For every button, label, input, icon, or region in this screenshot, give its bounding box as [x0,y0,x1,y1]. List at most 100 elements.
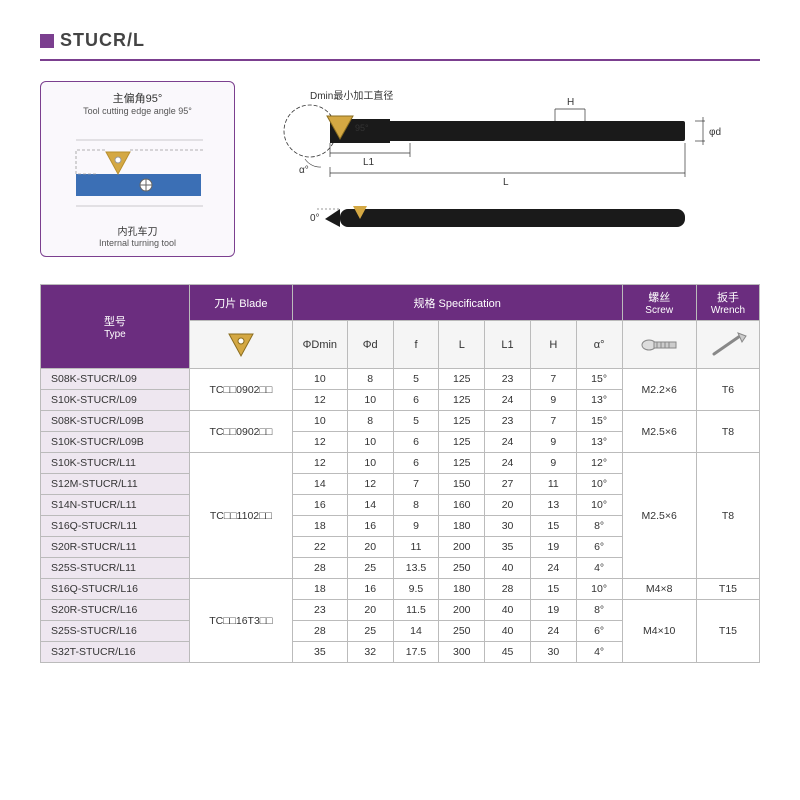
data-cell-a: 15° [576,369,622,390]
table-row: S10K-STUCR/L11TC□□1102□□1210612524912°M2… [41,453,760,474]
table-row: S08K-STUCR/L09BTC□□0902□□108512523715°M2… [41,411,760,432]
wrench-icon [706,330,750,360]
data-cell-H: 15 [530,516,576,537]
diagram-section: 主偏角95° Tool cutting edge angle 95° 内孔车刀 … [40,81,760,259]
data-cell-d: 8 [347,411,393,432]
screw-cell: M4×10 [622,600,696,663]
data-cell-L1: 28 [485,579,531,600]
data-cell-L: 250 [439,558,485,579]
data-cell-d: 12 [347,474,393,495]
data-cell-H: 19 [530,600,576,621]
callout-sub-en: Internal turning tool [49,238,226,248]
title-underline [40,59,760,61]
data-cell-H: 11 [530,474,576,495]
callout-title-cn: 主偏角95° [49,90,226,106]
data-cell-a: 12° [576,453,622,474]
subheader-f: f [393,321,439,369]
data-cell-dmin: 12 [292,390,347,411]
data-cell-H: 7 [530,411,576,432]
data-cell-L1: 35 [485,537,531,558]
data-cell-d: 8 [347,369,393,390]
data-cell-H: 24 [530,558,576,579]
tool-angle-icon [58,122,218,217]
data-cell-L1: 40 [485,600,531,621]
wrench-cell: T8 [696,411,759,453]
data-cell-dmin: 12 [292,432,347,453]
table-row: S20R-STUCR/L16232011.520040198°M4×10T15 [41,600,760,621]
data-cell-d: 10 [347,390,393,411]
svg-text:L: L [503,177,509,188]
data-cell-L1: 20 [485,495,531,516]
data-cell-f: 14 [393,621,439,642]
screw-cell: M2.2×6 [622,369,696,411]
header-blade: 刀片 Blade [189,285,292,321]
subheader-H: H [530,321,576,369]
subheader-L: L [439,321,485,369]
subheader-L1: L1 [485,321,531,369]
data-cell-H: 9 [530,453,576,474]
data-cell-L1: 24 [485,453,531,474]
data-cell-dmin: 22 [292,537,347,558]
type-cell: S14N-STUCR/L11 [41,495,190,516]
data-cell-H: 9 [530,432,576,453]
data-cell-a: 15° [576,411,622,432]
data-cell-f: 7 [393,474,439,495]
data-cell-L: 150 [439,474,485,495]
callout-title-en: Tool cutting edge angle 95° [49,106,226,116]
type-cell: S08K-STUCR/L09B [41,411,190,432]
data-cell-L: 200 [439,600,485,621]
data-cell-f: 5 [393,369,439,390]
subheader-blade-icon [189,321,292,369]
data-cell-L1: 40 [485,621,531,642]
data-cell-L1: 45 [485,642,531,663]
data-cell-L: 250 [439,621,485,642]
data-cell-f: 5 [393,411,439,432]
wrench-cell: T15 [696,579,759,600]
data-cell-L1: 23 [485,369,531,390]
data-cell-L: 125 [439,390,485,411]
data-cell-L: 180 [439,579,485,600]
header-spec: 规格 Specification [292,285,622,321]
data-cell-a: 6° [576,537,622,558]
data-cell-a: 13° [576,390,622,411]
data-cell-H: 19 [530,537,576,558]
subheader-screw-icon [622,321,696,369]
specification-table: 型号Type 刀片 Blade 规格 Specification 螺丝Screw… [40,284,760,663]
type-cell: S16Q-STUCR/L11 [41,516,190,537]
data-cell-a: 13° [576,432,622,453]
svg-text:0°: 0° [310,213,320,224]
data-cell-f: 6 [393,432,439,453]
type-cell: S10K-STUCR/L11 [41,453,190,474]
data-cell-a: 8° [576,600,622,621]
data-cell-a: 8° [576,516,622,537]
subheader-wrench-icon [696,321,759,369]
data-cell-L: 160 [439,495,485,516]
data-cell-f: 6 [393,390,439,411]
data-cell-f: 9 [393,516,439,537]
data-cell-f: 17.5 [393,642,439,663]
type-cell: S16Q-STUCR/L16 [41,579,190,600]
data-cell-dmin: 12 [292,453,347,474]
data-cell-H: 9 [530,390,576,411]
data-cell-d: 20 [347,537,393,558]
type-cell: S20R-STUCR/L16 [41,600,190,621]
type-cell: S12M-STUCR/L11 [41,474,190,495]
svg-text:95°: 95° [355,123,369,133]
data-cell-d: 32 [347,642,393,663]
data-cell-f: 13.5 [393,558,439,579]
data-cell-L1: 40 [485,558,531,579]
screw-cell: M2.5×6 [622,453,696,579]
wrench-cell: T8 [696,453,759,579]
data-cell-d: 14 [347,495,393,516]
data-cell-f: 11.5 [393,600,439,621]
table-row: S16Q-STUCR/L16TC□□16T3□□18169.5180281510… [41,579,760,600]
blade-cell: TC□□0902□□ [189,411,292,453]
type-cell: S20R-STUCR/L11 [41,537,190,558]
data-cell-L: 125 [439,432,485,453]
page-title: STUCR/L [60,30,145,51]
type-cell: S25S-STUCR/L11 [41,558,190,579]
blade-cell: TC□□1102□□ [189,453,292,579]
data-cell-H: 15 [530,579,576,600]
callout-sub-cn: 内孔车刀 [49,223,226,238]
data-cell-a: 10° [576,474,622,495]
